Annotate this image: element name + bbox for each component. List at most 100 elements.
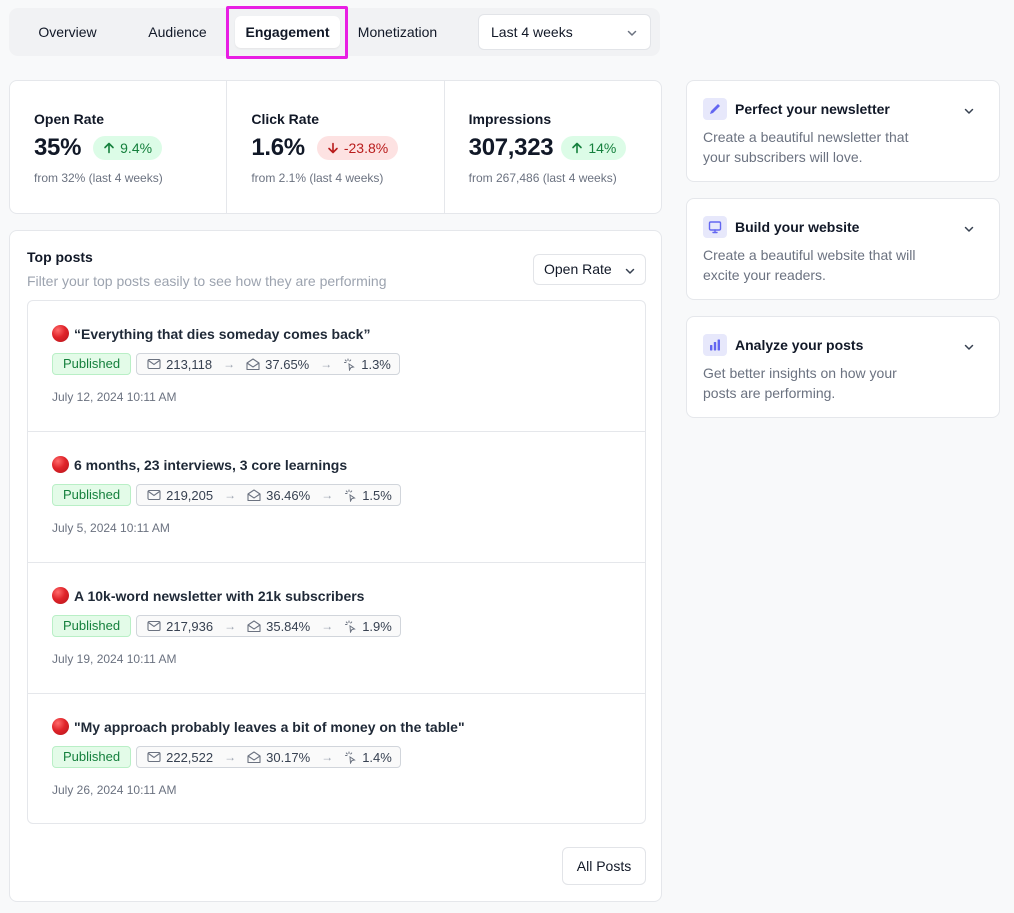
click-rate: 1.4% [362, 749, 392, 765]
card-title: Analyze your posts [735, 337, 864, 353]
arrow-up-icon [572, 142, 583, 154]
card-build-website[interactable]: Build your website Create a beautiful we… [686, 198, 1000, 300]
post-date: July 19, 2024 10:11 AM [52, 652, 177, 666]
monitor-icon [703, 216, 727, 238]
post-title: 6 months, 23 interviews, 3 core learning… [74, 456, 348, 473]
top-posts-title: Top posts [27, 249, 93, 265]
stat-label: Impressions [468, 111, 552, 127]
post-item[interactable]: A 10k-word newsletter with 21k subscribe… [28, 563, 645, 694]
post-item[interactable]: "My approach probably leaves a bit of mo… [28, 694, 645, 823]
delta-value: 9.4% [120, 140, 153, 156]
sent-count: 217,936 [166, 618, 214, 634]
sort-select[interactable]: Open Rate [533, 254, 646, 285]
red-circle-icon [52, 587, 69, 604]
post-list: “Everything that dies someday comes back… [27, 300, 646, 824]
chevron-down-icon[interactable] [963, 105, 975, 117]
post-item[interactable]: 6 months, 23 interviews, 3 core learning… [28, 432, 645, 563]
post-date: July 26, 2024 10:11 AM [52, 783, 177, 797]
arrow-right-icon: → [224, 750, 237, 764]
post-date: July 5, 2024 10:11 AM [52, 521, 170, 535]
post-title: "My approach probably leaves a bit of mo… [74, 718, 465, 735]
open-rate: 37.65% [265, 356, 310, 372]
mail-icon [147, 620, 161, 632]
red-circle-icon [52, 325, 69, 342]
open-mail-icon [247, 488, 261, 501]
cursor-click-icon [345, 751, 356, 764]
open-mail-icon [246, 357, 260, 370]
arrow-right-icon: → [321, 750, 334, 764]
open-mail-icon [247, 619, 261, 632]
open-rate: 36.46% [266, 487, 311, 503]
stat-comparison: from 2.1% (last 4 weeks) [251, 171, 384, 185]
status-badge: Published [52, 484, 132, 506]
tab-engagement[interactable]: Engagement [235, 16, 340, 48]
status-badge: Published [52, 615, 132, 637]
arrow-right-icon: → [321, 619, 334, 633]
card-analyze-posts[interactable]: Analyze your posts Get better insights o… [686, 316, 1000, 418]
delta-value: -23.8% [343, 140, 389, 156]
pencil-icon [703, 98, 727, 120]
click-rate: 1.9% [362, 618, 392, 634]
sort-value: Open Rate [544, 261, 612, 277]
arrow-up-icon [104, 142, 114, 154]
post-date: July 12, 2024 10:11 AM [52, 390, 177, 404]
sent-count: 222,522 [166, 749, 214, 765]
card-title: Perfect your newsletter [735, 101, 890, 117]
chevron-down-icon[interactable] [963, 223, 975, 235]
arrow-right-icon: → [321, 488, 334, 502]
card-title: Build your website [735, 219, 860, 235]
sent-count: 219,205 [166, 487, 214, 503]
stat-label: Click Rate [251, 111, 320, 127]
stat-comparison: from 267,486 (last 4 weeks) [468, 171, 617, 185]
click-rate: 1.5% [362, 487, 392, 503]
chevron-down-icon [625, 268, 635, 274]
all-posts-button[interactable]: All Posts [562, 847, 646, 885]
mail-icon [147, 358, 161, 370]
cursor-click-icon [345, 489, 356, 502]
date-range-value: Last 4 weeks [491, 24, 573, 40]
bar-chart-icon [703, 334, 727, 356]
card-description: Get better insights on how your posts ar… [703, 365, 897, 401]
mail-icon [147, 489, 161, 501]
stat-value: 35% [34, 134, 82, 161]
post-title: “Everything that dies someday comes back… [74, 325, 371, 342]
card-description: Create a beautiful newsletter that your … [703, 129, 909, 165]
arrow-right-icon: → [224, 619, 237, 633]
tab-audience[interactable]: Audience [148, 24, 207, 40]
post-stats-chip: 217,936 → 35.84% → 1.9% [136, 615, 401, 637]
stat-label: Open Rate [34, 111, 105, 127]
delta-badge: 14% [561, 136, 627, 160]
open-rate: 30.17% [266, 749, 311, 765]
status-badge: Published [52, 746, 132, 768]
stat-impressions: Impressions 307,323 14% from 267,486 (la… [445, 81, 661, 213]
status-badge: Published [52, 353, 132, 375]
top-posts-panel: Top posts Filter your top posts easily t… [9, 230, 662, 902]
arrow-down-icon [328, 142, 338, 154]
date-range-select[interactable]: Last 4 weeks [478, 14, 651, 50]
chevron-down-icon [627, 30, 637, 36]
stat-comparison: from 32% (last 4 weeks) [34, 171, 163, 185]
post-stats-chip: 219,205 → 36.46% → 1.5% [136, 484, 401, 506]
open-mail-icon [247, 750, 261, 763]
open-rate: 35.84% [266, 618, 311, 634]
tab-monetization[interactable]: Monetization [357, 24, 438, 40]
click-rate: 1.3% [361, 356, 391, 372]
red-circle-icon [52, 456, 69, 473]
delta-value: 14% [588, 140, 617, 156]
top-posts-subtitle: Filter your top posts easily to see how … [27, 273, 387, 289]
post-stats-chip: 213,118 → 37.65% → 1.3% [136, 353, 400, 375]
stat-value: 1.6% [251, 134, 305, 161]
cursor-click-icon [344, 358, 356, 371]
tab-overview[interactable]: Overview [38, 24, 97, 40]
post-item[interactable]: “Everything that dies someday comes back… [28, 301, 645, 432]
mail-icon [147, 751, 161, 763]
red-circle-icon [52, 718, 69, 735]
chevron-down-icon[interactable] [963, 341, 975, 353]
cursor-click-icon [345, 620, 356, 633]
stat-click-rate: Click Rate 1.6% -23.8% from 2.1% (last 4… [227, 81, 445, 213]
delta-badge: 9.4% [93, 136, 163, 160]
arrow-right-icon: → [223, 357, 236, 371]
stat-value: 307,323 [468, 134, 554, 161]
sent-count: 213,118 [166, 356, 213, 372]
card-perfect-newsletter[interactable]: Perfect your newsletter Create a beautif… [686, 80, 1000, 182]
